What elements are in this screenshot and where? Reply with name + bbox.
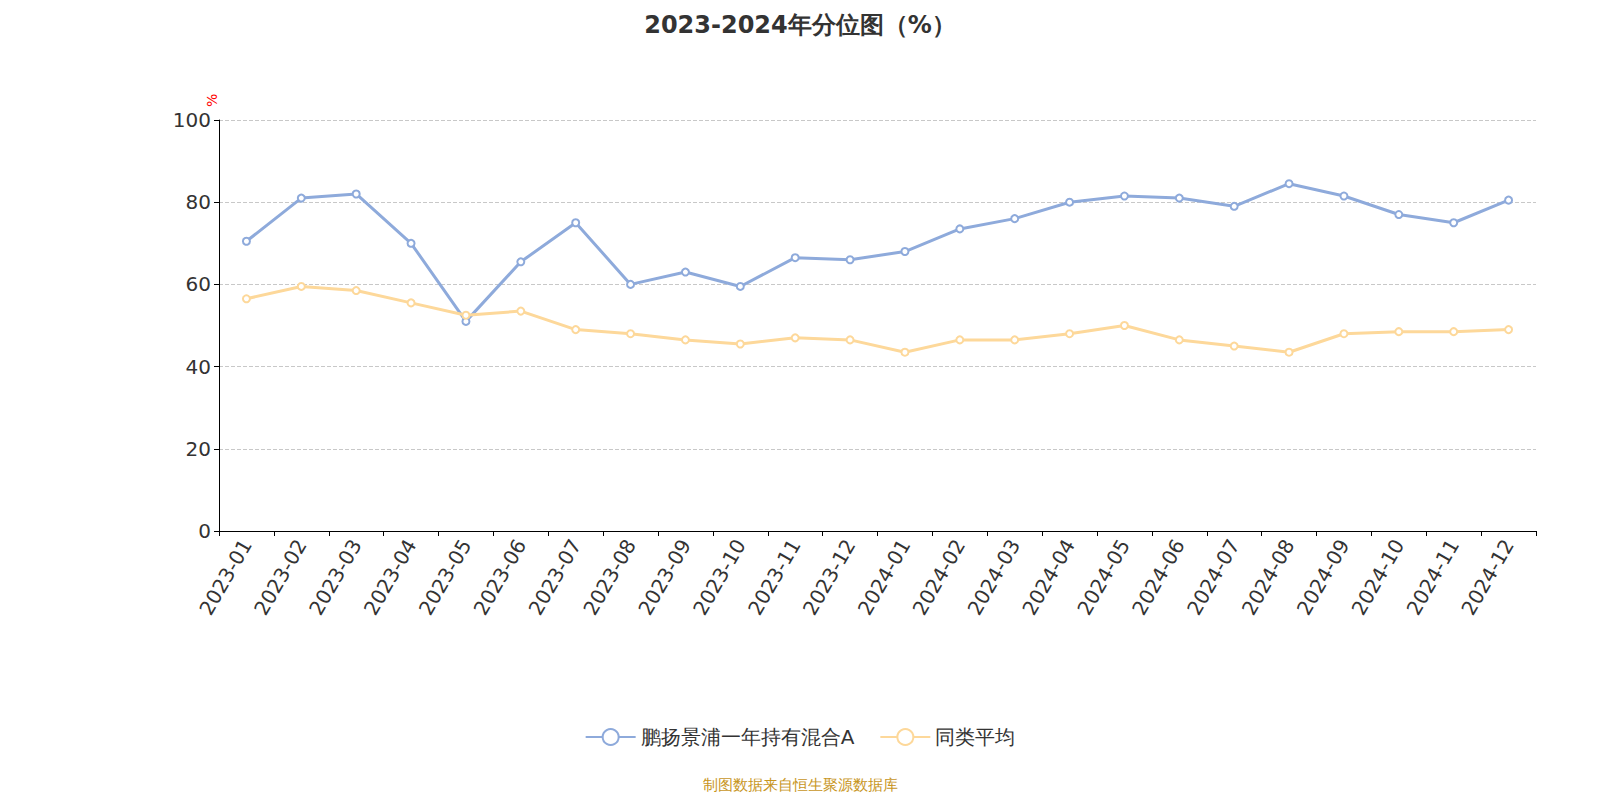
svg-text:80: 80 <box>186 190 211 214</box>
svg-text:40: 40 <box>186 355 211 379</box>
svg-text:2024-07: 2024-07 <box>1182 535 1245 619</box>
svg-text:2024-01: 2024-01 <box>853 535 916 619</box>
svg-text:2023-12: 2023-12 <box>798 535 861 619</box>
svg-text:2024-12: 2024-12 <box>1456 535 1519 619</box>
svg-text:2024-03: 2024-03 <box>963 535 1026 619</box>
svg-text:2023-02: 2023-02 <box>249 535 312 619</box>
svg-text:2023-08: 2023-08 <box>578 535 641 619</box>
svg-text:2023-06: 2023-06 <box>469 535 532 619</box>
svg-text:20: 20 <box>186 437 211 461</box>
svg-text:2024-06: 2024-06 <box>1127 535 1190 619</box>
svg-text:2023-09: 2023-09 <box>633 535 696 619</box>
svg-text:制图数据来自恒生聚源数据库: 制图数据来自恒生聚源数据库 <box>703 776 898 794</box>
svg-text:2023-10: 2023-10 <box>688 535 751 619</box>
svg-text:2023-05: 2023-05 <box>414 535 477 619</box>
svg-text:2024-02: 2024-02 <box>908 535 971 619</box>
svg-text:2023-03: 2023-03 <box>304 535 367 619</box>
svg-text:2024-10: 2024-10 <box>1347 535 1410 619</box>
svg-text:%: % <box>204 94 220 107</box>
svg-text:60: 60 <box>186 272 211 296</box>
svg-text:2023-07: 2023-07 <box>524 535 587 619</box>
svg-text:0: 0 <box>198 519 211 543</box>
svg-text:2024-04: 2024-04 <box>1017 535 1080 619</box>
svg-text:2024-08: 2024-08 <box>1237 535 1300 619</box>
svg-text:2023-01: 2023-01 <box>194 535 257 619</box>
svg-text:2024-11: 2024-11 <box>1402 535 1465 619</box>
svg-text:2024-05: 2024-05 <box>1072 535 1135 619</box>
svg-text:2024-09: 2024-09 <box>1292 535 1355 619</box>
svg-text:100: 100 <box>173 108 211 132</box>
svg-text:鹏扬景浦一年持有混合A: 鹏扬景浦一年持有混合A <box>641 725 855 749</box>
svg-text:2023-11: 2023-11 <box>743 535 806 619</box>
svg-text:2023-04: 2023-04 <box>359 535 422 619</box>
svg-text:同类平均: 同类平均 <box>935 725 1015 749</box>
svg-text:2023-2024年分位图（%）: 2023-2024年分位图（%） <box>644 11 956 39</box>
